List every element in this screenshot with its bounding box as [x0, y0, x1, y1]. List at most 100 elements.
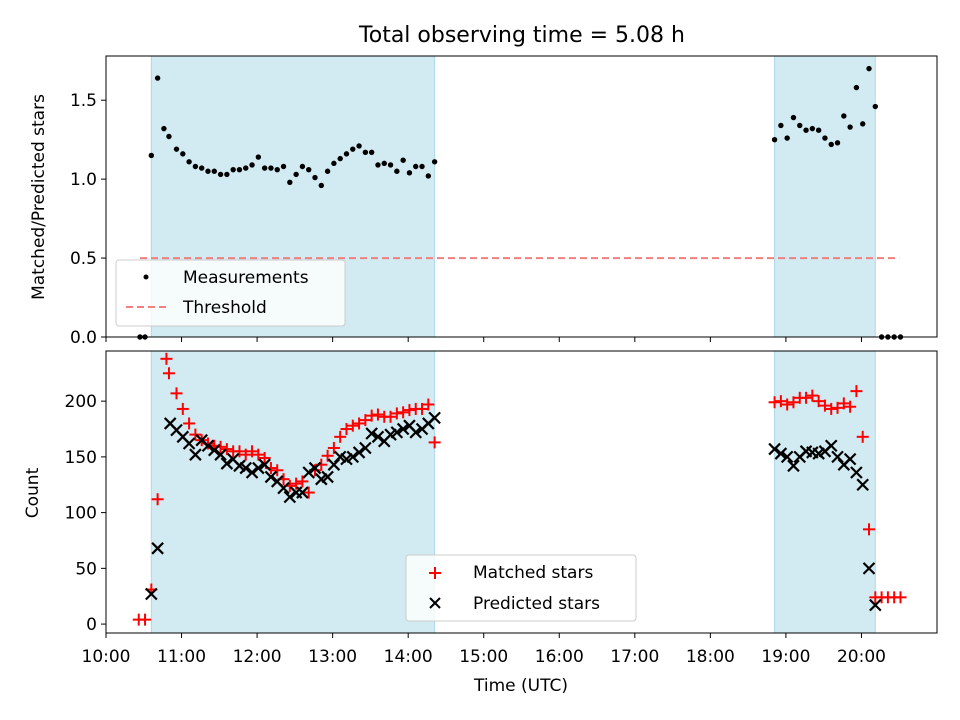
matched-star-point: [296, 475, 309, 488]
y-tick-label: 1.5: [70, 91, 97, 111]
measurement-point: [425, 173, 432, 179]
predicted-star-point: [768, 442, 781, 456]
legend-matched-marker: [429, 567, 441, 579]
measurement-point: [274, 166, 280, 173]
matched-star-point: [856, 430, 869, 443]
predicted-star-point: [239, 461, 253, 475]
measurement-point: [853, 84, 860, 91]
measurement-point: [324, 168, 331, 174]
y-tick-label: 200: [65, 392, 97, 412]
matched-star-point: [365, 409, 378, 422]
matched-star-point: [812, 395, 825, 408]
top-panel: 0.0 0.5 1.0 1.5 Matched/Predicted stars Mea…: [29, 55, 938, 348]
measurement-point: [180, 151, 186, 157]
measurement-point: [406, 170, 413, 176]
measurement-point: [268, 165, 274, 171]
predicted-star-point: [182, 437, 196, 450]
predicted-star-point: [220, 457, 234, 470]
predicted-star-point: [787, 459, 800, 473]
measurement-point: [431, 159, 438, 165]
top-axes-frame: [105, 55, 938, 338]
shaded-interval-1: [774, 350, 876, 634]
matched-star-point: [334, 430, 347, 443]
measurement-point: [834, 140, 841, 146]
measurement-point: [343, 151, 350, 157]
y-tick-label: 0: [86, 615, 97, 635]
measurement-point: [224, 171, 230, 178]
x-tick-label: 20:00: [837, 647, 886, 667]
legend-measurements-marker: [143, 274, 149, 280]
predicted-star-point: [302, 466, 315, 479]
predicted-star-point: [145, 587, 158, 601]
measurement-point: [205, 168, 211, 174]
matched-star-point: [863, 523, 876, 536]
measurement-point: [387, 162, 394, 168]
matched-star-point: [290, 477, 303, 490]
matched-star-point: [302, 486, 315, 499]
matched-star-point: [353, 417, 366, 430]
matched-star-point: [176, 402, 189, 415]
predicted-star-point: [346, 450, 360, 464]
predicted-star-point: [201, 439, 215, 453]
predicted-star-point: [283, 490, 297, 504]
matched-star-point: [359, 414, 372, 427]
measurement-point: [280, 163, 287, 170]
measurement-point: [419, 163, 425, 170]
predicted-star-point: [371, 430, 385, 444]
measurement-point: [803, 127, 809, 133]
matched-star-point: [271, 464, 284, 477]
x-tick-label: 19:00: [761, 647, 810, 667]
measurement-point: [381, 160, 387, 167]
matched-star-point: [837, 397, 850, 410]
measurement-point: [860, 121, 866, 127]
bottom-legend: Matched stars Predicted stars: [405, 554, 637, 622]
predicted-star-point: [264, 470, 278, 484]
shaded-interval-1: [774, 55, 876, 338]
matched-star-point: [340, 423, 353, 436]
measurement-point: [299, 163, 306, 170]
matched-star-point: [170, 387, 183, 400]
measurement-point: [778, 122, 784, 129]
matched-star-point: [321, 449, 334, 462]
matched-star-point: [818, 399, 831, 412]
predicted-star-point: [189, 448, 202, 461]
x-tick-label: 11:00: [157, 647, 206, 667]
x-tick-label: 13:00: [308, 647, 357, 667]
matched-star-point: [371, 408, 384, 421]
predicted-star-point: [321, 470, 334, 484]
predicted-star-point: [774, 447, 788, 460]
top-legend-box: [115, 259, 346, 327]
measurement-point: [192, 163, 199, 170]
measurement-point: [771, 136, 778, 143]
matched-star-point: [768, 396, 781, 409]
predicted-star-point: [843, 452, 857, 466]
measurement-point: [809, 125, 816, 132]
x-tick-label: 12:00: [233, 647, 282, 667]
measurement-point: [198, 165, 205, 171]
matched-star-point: [806, 389, 819, 402]
y-tick-label: 0.0: [70, 328, 97, 348]
matched-star-point: [346, 419, 359, 432]
matched-star-point: [239, 448, 252, 461]
measurement-point: [243, 165, 249, 171]
measurement-point: [847, 124, 853, 130]
top-y-axis-label: Matched/Predicted stars: [29, 94, 49, 300]
x-tick-label: 16:00: [535, 647, 584, 667]
measurement-point: [161, 125, 167, 132]
top-x-ticks: [105, 337, 862, 342]
predicted-star-point: [296, 486, 309, 499]
predicted-star-point: [856, 478, 869, 492]
bottom-y-ticks: 0 50 100 150 200: [65, 392, 106, 635]
measurement-point: [375, 162, 381, 168]
matched-star-point: [831, 401, 844, 414]
x-tick-label: 18:00: [686, 647, 735, 667]
legend-predicted-label: Predicted stars: [473, 594, 600, 614]
x-tick-label: 17:00: [610, 647, 659, 667]
measurement-point: [217, 171, 224, 178]
measurement-point: [306, 166, 312, 173]
y-tick-label: 50: [75, 559, 97, 579]
measurement-point: [362, 149, 369, 155]
bottom-axes-frame: [105, 350, 938, 634]
measurement-point: [312, 174, 318, 181]
